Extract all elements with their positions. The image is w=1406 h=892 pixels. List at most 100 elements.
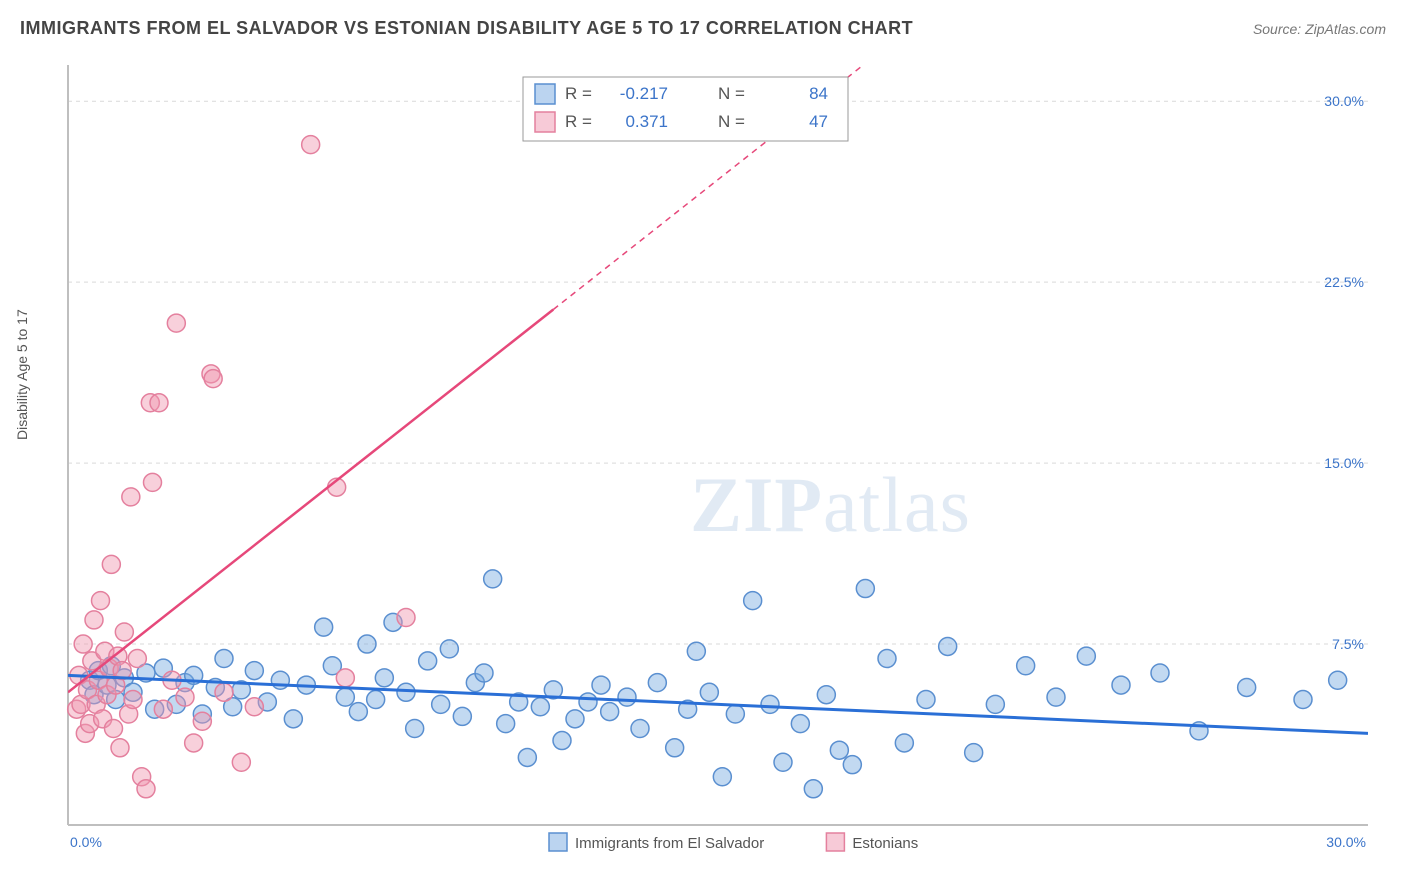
data-point [358, 635, 376, 653]
y-tick-label: 30.0% [1324, 93, 1364, 109]
data-point [315, 618, 333, 636]
data-point [74, 635, 92, 653]
data-point [1238, 678, 1256, 696]
data-point [726, 705, 744, 723]
data-point [204, 370, 222, 388]
data-point [744, 592, 762, 610]
data-point [92, 592, 110, 610]
data-point [406, 719, 424, 737]
data-point [111, 739, 129, 757]
chart-source: Source: ZipAtlas.com [1253, 21, 1386, 37]
data-point [245, 698, 263, 716]
data-point [1151, 664, 1169, 682]
data-point [965, 744, 983, 762]
y-tick-label: 7.5% [1332, 636, 1364, 652]
data-point [453, 707, 471, 725]
data-point [1112, 676, 1130, 694]
data-point [375, 669, 393, 687]
statbox-r-label: R = [565, 112, 592, 131]
data-point [137, 780, 155, 798]
data-point [85, 611, 103, 629]
data-point [115, 623, 133, 641]
data-point [566, 710, 584, 728]
data-point [440, 640, 458, 658]
x-tick-label: 30.0% [1326, 834, 1366, 850]
data-point [245, 662, 263, 680]
data-point [122, 488, 140, 506]
statbox-swatch [535, 112, 555, 132]
data-point [713, 768, 731, 786]
data-point [1329, 671, 1347, 689]
y-tick-label: 15.0% [1324, 455, 1364, 471]
data-point [553, 732, 571, 750]
data-point [144, 473, 162, 491]
data-point [687, 642, 705, 660]
y-tick-label: 22.5% [1324, 274, 1364, 290]
data-point [856, 580, 874, 598]
data-point [475, 664, 493, 682]
data-point [817, 686, 835, 704]
data-point [878, 650, 896, 668]
data-point [185, 734, 203, 752]
data-point [349, 703, 367, 721]
legend-label: Immigrants from El Salvador [575, 835, 764, 852]
data-point [105, 719, 123, 737]
regression-line-solid [68, 309, 553, 692]
scatter-plot: 7.5%15.0%22.5%30.0%0.0%30.0%Immigrants f… [50, 55, 1386, 835]
data-point [367, 691, 385, 709]
data-point [336, 669, 354, 687]
data-point [397, 609, 415, 627]
statbox-r-value: 0.371 [625, 112, 668, 131]
data-point [700, 683, 718, 701]
data-point [592, 676, 610, 694]
data-point [284, 710, 302, 728]
statbox-n-label: N = [718, 112, 745, 131]
data-point [761, 695, 779, 713]
statbox-n-label: N = [718, 84, 745, 103]
statbox-r-label: R = [565, 84, 592, 103]
statbox-r-value: -0.217 [620, 84, 668, 103]
data-point [167, 314, 185, 332]
x-tick-label: 0.0% [70, 834, 102, 850]
data-point [336, 688, 354, 706]
data-point [601, 703, 619, 721]
data-point [804, 780, 822, 798]
y-axis-label: Disability Age 5 to 17 [14, 309, 30, 440]
data-point [518, 748, 536, 766]
data-point [432, 695, 450, 713]
data-point [150, 394, 168, 412]
data-point [774, 753, 792, 771]
source-prefix: Source: [1253, 21, 1305, 37]
data-point [579, 693, 597, 711]
data-point [830, 741, 848, 759]
data-point [176, 688, 194, 706]
data-point [666, 739, 684, 757]
legend-label: Estonians [852, 835, 918, 852]
data-point [895, 734, 913, 752]
data-point [531, 698, 549, 716]
chart-title: IMMIGRANTS FROM EL SALVADOR VS ESTONIAN … [20, 18, 913, 39]
data-point [419, 652, 437, 670]
data-point [102, 555, 120, 573]
data-point [154, 700, 172, 718]
data-point [302, 136, 320, 154]
data-point [648, 674, 666, 692]
data-point [939, 637, 957, 655]
data-point [193, 712, 211, 730]
data-point [232, 753, 250, 771]
data-point [124, 691, 142, 709]
data-point [631, 719, 649, 737]
data-point [215, 650, 233, 668]
data-point [1017, 657, 1035, 675]
data-point [397, 683, 415, 701]
data-point [1047, 688, 1065, 706]
source-name: ZipAtlas.com [1305, 21, 1386, 37]
data-point [986, 695, 1004, 713]
data-point [1077, 647, 1095, 665]
data-point [791, 715, 809, 733]
data-point [1294, 691, 1312, 709]
data-point [215, 683, 233, 701]
data-point [128, 650, 146, 668]
legend-swatch [549, 833, 567, 851]
data-point [484, 570, 502, 588]
